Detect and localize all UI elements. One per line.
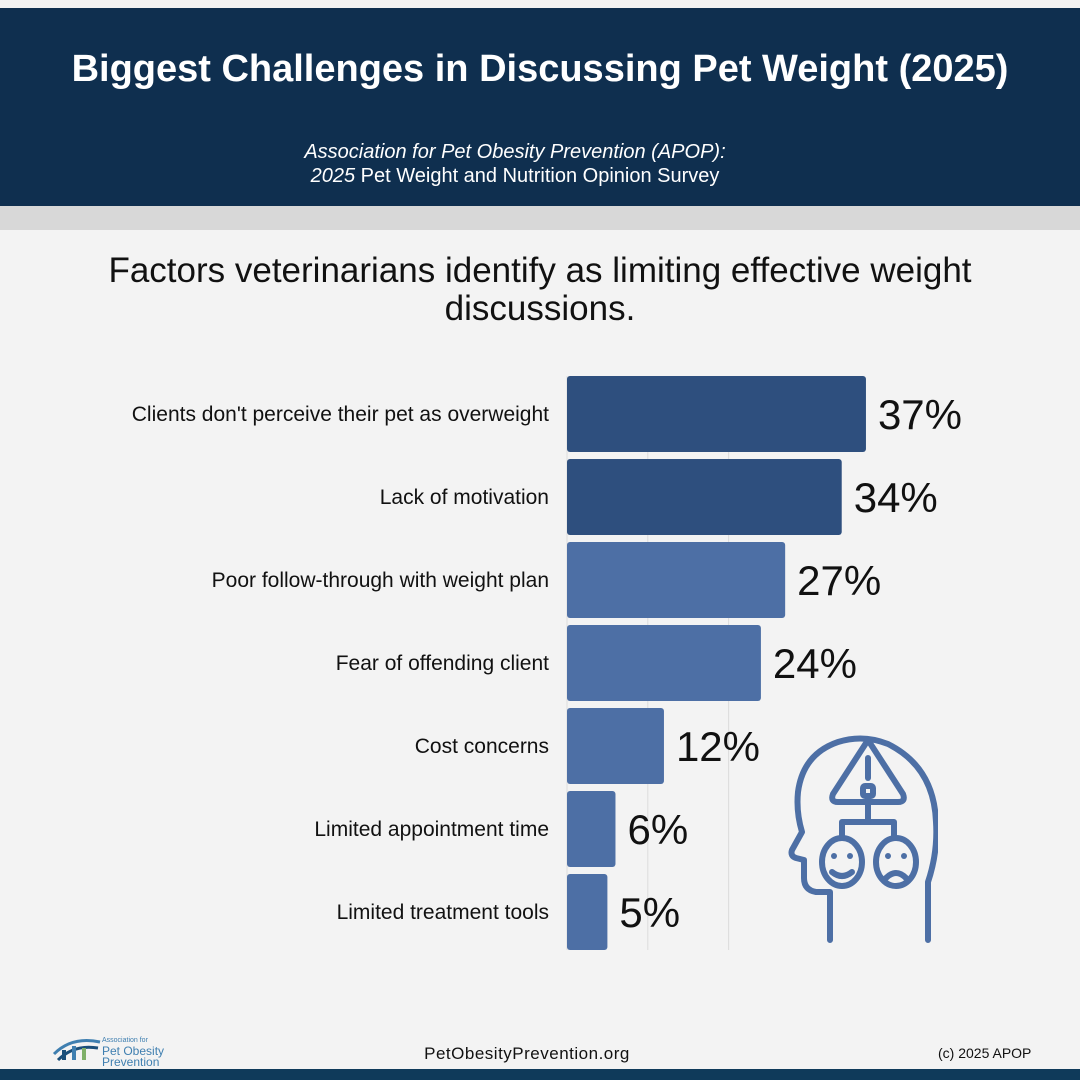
logo-line-2: Pet Obesity [102,1044,165,1058]
value-label: 27% [797,557,881,604]
logo-line-1: Association for [102,1037,148,1044]
bar [567,708,664,784]
category-label: Limited appointment time [314,818,549,841]
value-label: 24% [773,640,857,687]
copyright-text: (c) 2025 APOP [938,1045,1032,1061]
divider-band [0,206,1080,230]
chart-subtitle: Factors veterinarians identify as limiti… [108,251,972,328]
source-line-1: Association for Pet Obesity Prevention (… [304,141,726,163]
category-label: Fear of offending client [336,652,549,675]
bar [567,791,616,867]
logo-wordmark: Association for Pet Obesity Prevention [102,1035,164,1068]
value-label: 6% [627,806,688,853]
category-label: Cost concerns [415,735,549,758]
bar [567,542,786,618]
category-label: Lack of motivation [380,486,549,509]
bottom-band [0,1069,1080,1080]
bar [567,459,842,535]
header-banner: Biggest Challenges in Discussing Pet Wei… [0,8,1080,206]
head-warning-emotions-icon [788,735,938,943]
category-label: Poor follow-through with weight plan [212,569,549,592]
website-link[interactable]: PetObesityPrevention.org [424,1044,630,1063]
value-label: 12% [676,723,760,770]
page-title: Biggest Challenges in Discussing Pet Wei… [71,48,1009,90]
category-label: Limited treatment tools [337,901,549,924]
source-citation: Association for Pet Obesity Prevention (… [0,140,1030,188]
category-label: Clients don't perceive their pet as over… [132,403,549,426]
bar [567,874,608,950]
value-label: 5% [619,889,680,936]
logo-line-3: Prevention [102,1055,160,1069]
bar [567,625,761,701]
source-line-2: 2025 Pet Weight and Nutrition Opinion Su… [0,164,1030,188]
value-label: 37% [878,391,962,438]
source-survey-name: Pet Weight and Nutrition Opinion Survey [355,165,720,187]
bar [567,376,866,452]
value-label: 34% [854,474,938,521]
source-year: 2025 [310,165,356,187]
apop-logo-icon [52,1039,101,1062]
